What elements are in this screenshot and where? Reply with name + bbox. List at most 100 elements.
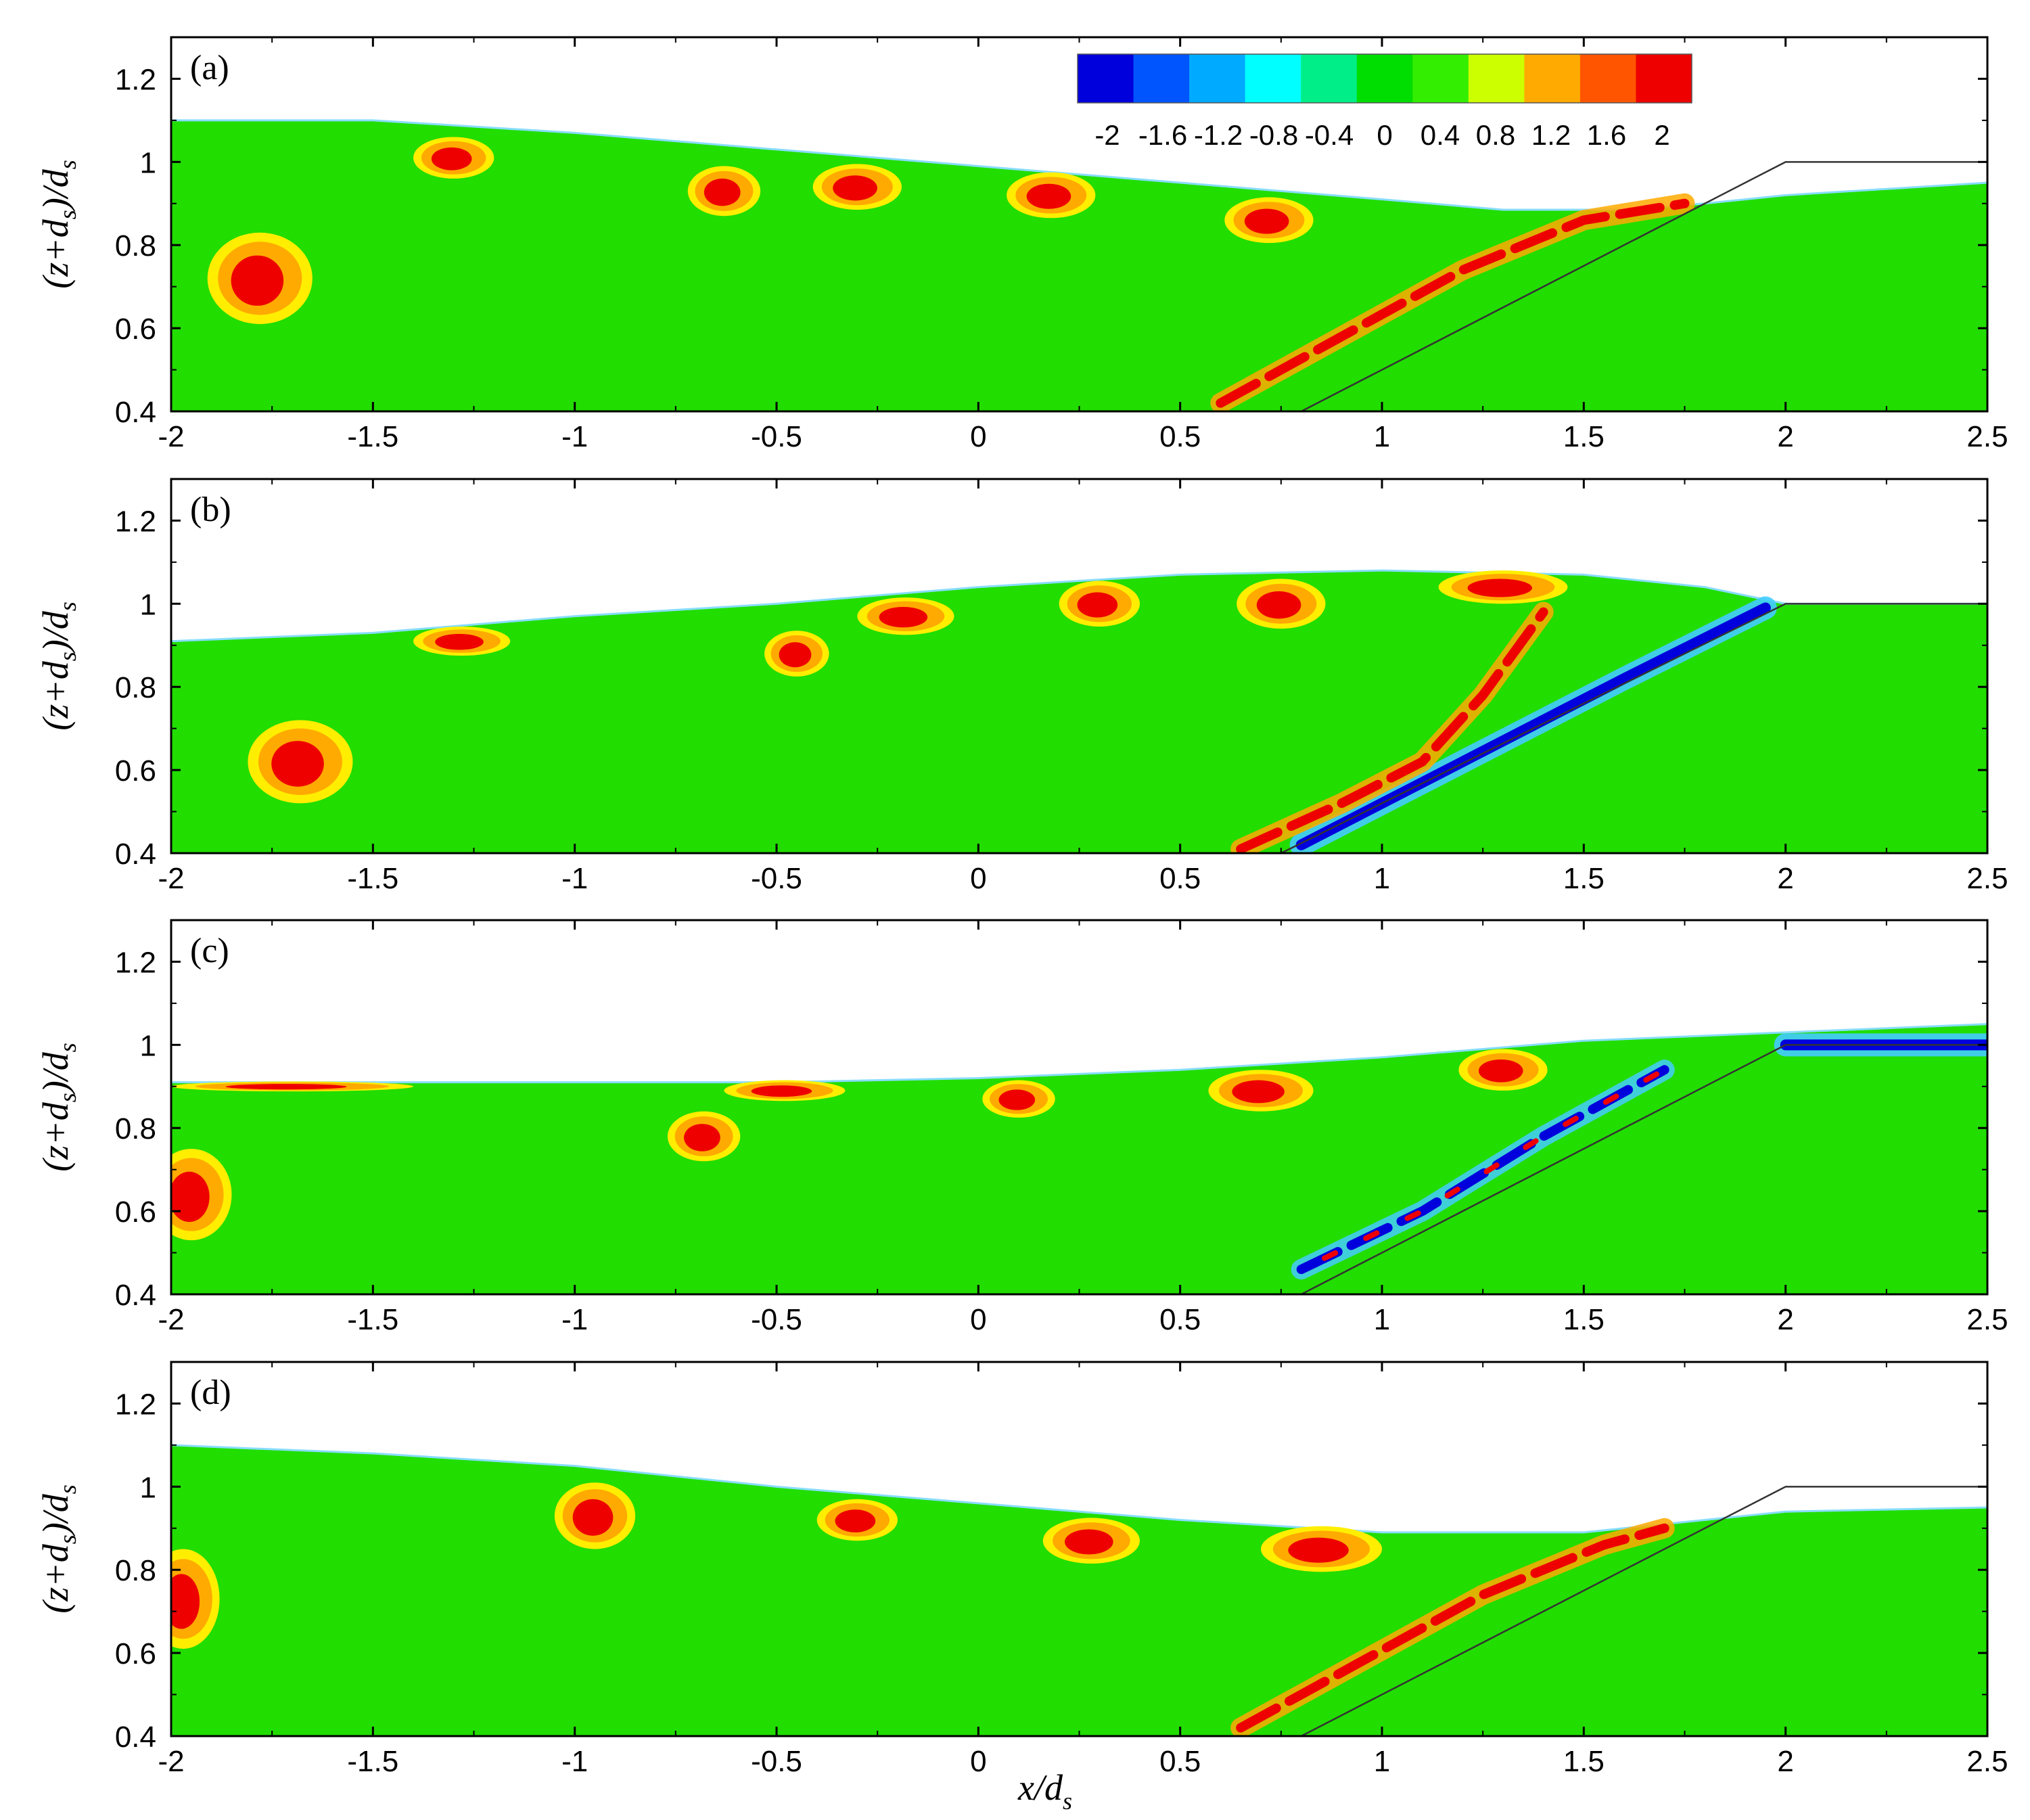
vortex bbox=[764, 631, 829, 677]
water-region bbox=[171, 120, 1987, 411]
x-tick-label: 2.5 bbox=[1966, 1303, 2008, 1336]
x-tick-label: -1.5 bbox=[347, 1745, 398, 1778]
y-tick-label: 1 bbox=[140, 146, 156, 179]
x-tick-label: -2 bbox=[158, 1745, 184, 1778]
free-surface-line bbox=[171, 1444, 1987, 1534]
vortex-core bbox=[435, 633, 484, 650]
x-tick-label: 1 bbox=[1374, 1745, 1390, 1778]
x-tick-label: -1 bbox=[561, 1745, 588, 1778]
y-tick-label: 0.4 bbox=[115, 1279, 156, 1312]
x-tick-label: -0.5 bbox=[751, 1303, 802, 1336]
y-tick-label: 0.8 bbox=[115, 1112, 156, 1145]
colorbar-segment bbox=[1078, 54, 1134, 103]
x-tick-label: -0.5 bbox=[751, 1745, 802, 1778]
y-tick-label: 1 bbox=[140, 588, 156, 621]
vortex bbox=[667, 1111, 741, 1162]
y-axis-title-part: (z+d bbox=[35, 219, 76, 288]
vortex bbox=[171, 1549, 220, 1649]
colorbar-segment bbox=[1189, 54, 1246, 103]
y-axis-title-sub: s bbox=[54, 652, 81, 661]
x-tick-label: -2 bbox=[158, 862, 184, 895]
panel-label: (d) bbox=[190, 1373, 231, 1412]
vortex-core bbox=[835, 1509, 876, 1532]
x-tick-label: 2.5 bbox=[1966, 862, 2008, 895]
vortex-core bbox=[1244, 208, 1289, 234]
colorbar-label: 0.8 bbox=[1476, 119, 1515, 151]
colorbar-segment bbox=[1356, 54, 1413, 103]
y-tick-label: 0.4 bbox=[115, 396, 156, 429]
vortex-core bbox=[1065, 1529, 1113, 1555]
contour-field bbox=[171, 569, 1987, 853]
colorbar-segment bbox=[1468, 54, 1525, 103]
vortex bbox=[1059, 581, 1140, 627]
panel-label: (b) bbox=[190, 491, 231, 529]
x-tick-label: -1 bbox=[561, 420, 588, 453]
vortex-core bbox=[833, 175, 877, 201]
vortex bbox=[857, 597, 954, 635]
y-axis-title-part: )/d bbox=[35, 610, 76, 654]
x-axis-title: x/ds bbox=[1017, 1767, 1072, 1815]
vortex bbox=[816, 1499, 898, 1541]
colorbar-label: 1.2 bbox=[1531, 119, 1571, 151]
vortex bbox=[1224, 197, 1314, 244]
colorbar-label: -1.6 bbox=[1138, 119, 1187, 151]
vortex bbox=[1007, 172, 1096, 219]
free-surface-line bbox=[171, 119, 1987, 211]
y-axis-title-sub: s bbox=[54, 160, 81, 169]
panel-d: -2 -1.5 -1 -0.5 0 0.5 1 1.5 2 2.5 0.4 0.6 0.8 1 1.2 (d)… bbox=[35, 1361, 2008, 1778]
x-tick-label: -0.5 bbox=[751, 862, 802, 895]
colorbar-label: -0.8 bbox=[1249, 119, 1298, 151]
vortex-core bbox=[1478, 1059, 1523, 1083]
colorbar-segment bbox=[1301, 54, 1358, 103]
y-axis-title-part: (z+d bbox=[35, 1543, 76, 1613]
vortex-core bbox=[1232, 1080, 1285, 1104]
panel-label: (a) bbox=[190, 49, 229, 87]
vortex-core bbox=[171, 1574, 200, 1629]
y-axis-title-sub: s bbox=[54, 210, 81, 219]
structure-outline bbox=[1281, 603, 1987, 853]
x-tick-label: 0.5 bbox=[1159, 1745, 1201, 1778]
y-axis-title-part: )/d bbox=[35, 1493, 76, 1537]
contour-field bbox=[171, 1444, 1987, 1736]
shear-layer-core bbox=[1236, 1523, 1669, 1733]
shear-layer-core bbox=[1216, 198, 1690, 408]
x-tick-label: 2 bbox=[1777, 862, 1793, 895]
x-tick-label: 1.5 bbox=[1563, 1745, 1605, 1778]
x-tick-label: -2 bbox=[158, 1303, 184, 1336]
vortex bbox=[171, 1081, 413, 1092]
vortex bbox=[1208, 1070, 1314, 1112]
vortex-core bbox=[271, 741, 324, 787]
colorbar-label: 1.6 bbox=[1587, 119, 1626, 151]
x-tick-label: -2 bbox=[158, 420, 184, 453]
x-tick-label: 2.5 bbox=[1966, 420, 2008, 453]
y-axis-title-sub: s bbox=[54, 1093, 81, 1102]
shear-layer-red-bits bbox=[1298, 1067, 1667, 1273]
contour-field bbox=[171, 1023, 1987, 1294]
vortex-core bbox=[1256, 591, 1301, 619]
x-tick-label: 2 bbox=[1777, 1303, 1793, 1336]
colorbar-segment bbox=[1412, 54, 1469, 103]
colorbar-label: 2 bbox=[1654, 119, 1669, 151]
x-tick-label: 1.5 bbox=[1563, 1303, 1605, 1336]
vortex-core bbox=[1077, 592, 1118, 618]
x-tick-label: 0 bbox=[970, 1303, 986, 1336]
y-axis-title: (z+ds)/ds bbox=[35, 160, 81, 288]
vortex bbox=[248, 720, 353, 804]
free-surface-line bbox=[171, 569, 1987, 643]
y-tick-label: 0.8 bbox=[115, 229, 156, 263]
panels: -2 -1.5 -1 -0.5 0 0.5 1 1.5 2 2.5 0.4 0.6 0.8 1 1.2 (a)… bbox=[35, 36, 2008, 1778]
colorbar-label: -2 bbox=[1094, 119, 1120, 151]
vortex-core bbox=[225, 1084, 347, 1090]
x-tick-label: 0 bbox=[970, 1745, 986, 1778]
x-tick-label: 0.5 bbox=[1159, 1303, 1201, 1336]
y-axis-title: (z+ds)/ds bbox=[35, 1043, 81, 1171]
y-tick-label: 1.2 bbox=[115, 63, 156, 96]
x-tick-label: -1.5 bbox=[347, 1303, 398, 1336]
vortex-core bbox=[1026, 183, 1071, 209]
panel-b: -2 -1.5 -1 -0.5 0 0.5 1 1.5 2 2.5 0.4 0.6 0.8 1 1.2 (b)… bbox=[35, 478, 2008, 895]
x-tick-label: 0.5 bbox=[1159, 420, 1201, 453]
vortex bbox=[1438, 570, 1568, 604]
free-surface-line bbox=[171, 1023, 1987, 1084]
structure-outline bbox=[1301, 1044, 1987, 1294]
vortex bbox=[413, 627, 511, 656]
